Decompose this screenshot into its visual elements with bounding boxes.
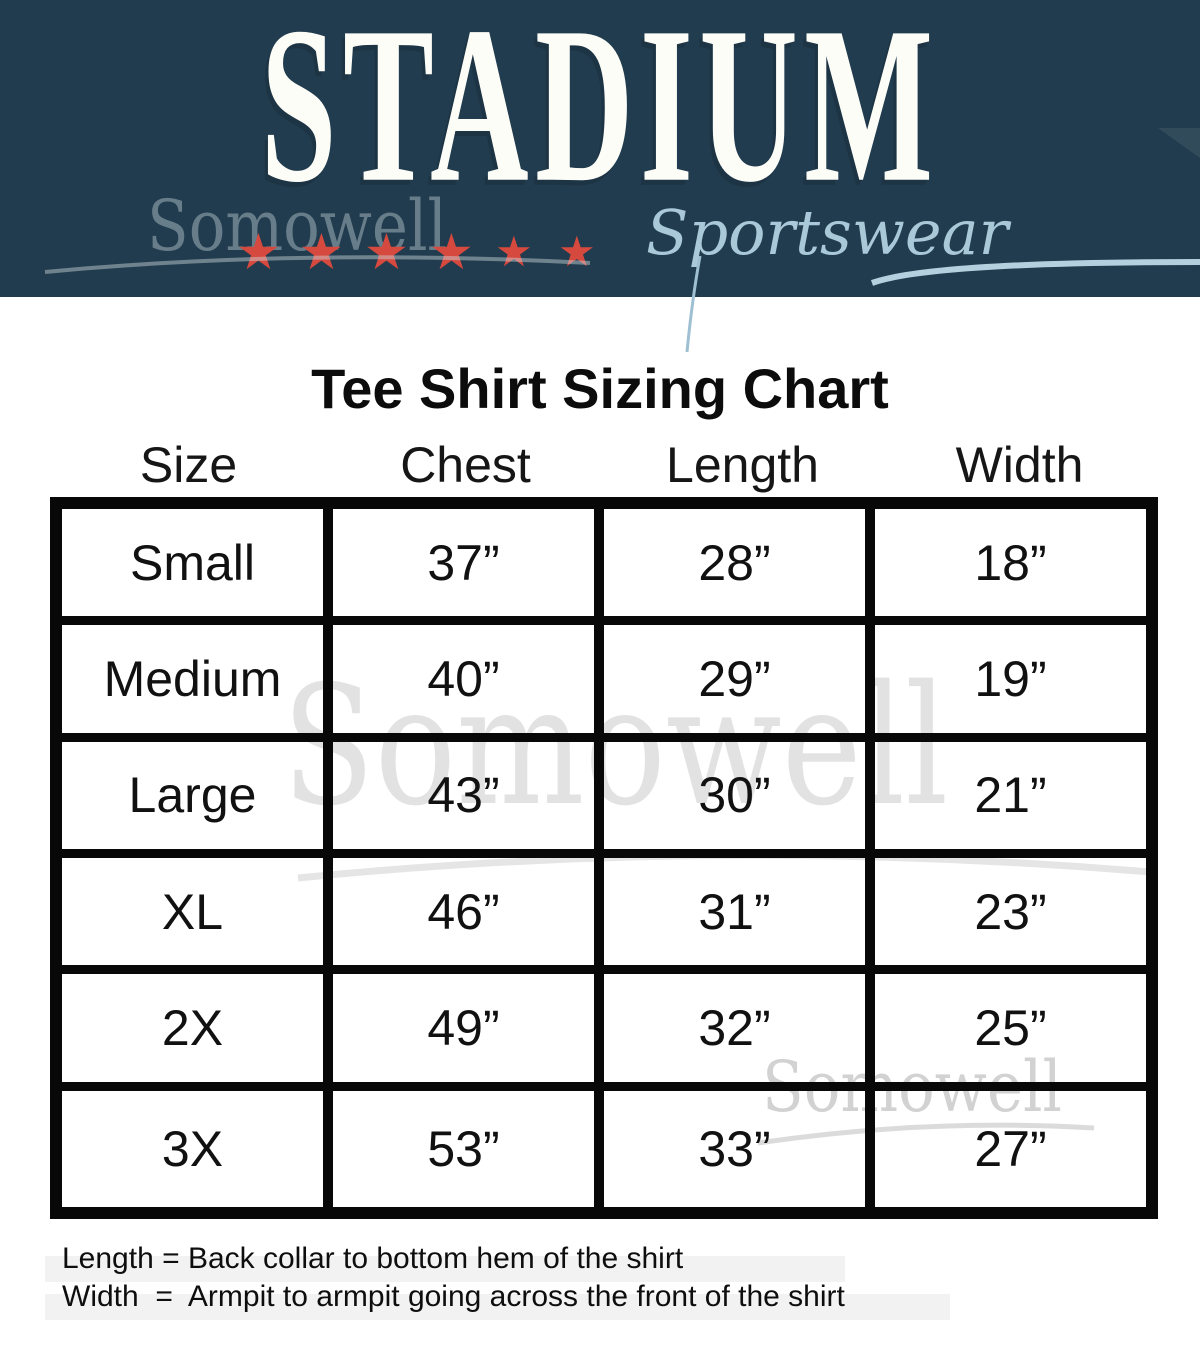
column-header-size: Size	[139, 437, 238, 493]
star-icon: ★	[364, 224, 409, 280]
note-highlight-bar	[45, 1294, 950, 1320]
table-cell-size: 2X	[62, 974, 333, 1091]
table-cell-size: 3X	[62, 1090, 333, 1207]
table-cell-chest: 37”	[333, 509, 604, 626]
brand-subtitle-script: Sportswear	[646, 196, 1009, 269]
table-cell-chest: 53”	[333, 1090, 604, 1207]
star-icon: ★	[236, 224, 281, 280]
table-cell-length: 32”	[604, 974, 875, 1091]
table-cell-length: 31”	[604, 858, 875, 975]
corner-triangle-decoration	[1158, 128, 1200, 158]
table-cell-width: 21”	[875, 742, 1146, 858]
column-headers: Size Chest Length Width	[50, 436, 1158, 494]
brand-header-band: Somowell STADIUM ★ ★ ★ ★ ★ ★ Sportswear	[0, 0, 1200, 297]
table-cell-chest: 43”	[333, 741, 604, 858]
page-title: Tee Shirt Sizing Chart	[311, 357, 889, 420]
table-cell-width: 27”	[974, 1120, 1047, 1177]
note-highlight-bar	[45, 1256, 845, 1282]
star-icon: ★	[558, 228, 596, 275]
star-icon: ★	[429, 224, 474, 280]
size-table: Small 37” 28” 18” Medium 40” 29” 19” Lar…	[50, 497, 1158, 1219]
table-cell-size: Large	[62, 741, 333, 858]
table-watermark-text: Somowell	[282, 650, 949, 842]
table-cell-size: XL	[62, 858, 333, 975]
table-cell-length: 28”	[604, 509, 875, 626]
table-cell-width: 23”	[875, 858, 1146, 975]
table-cell-chest: 49”	[333, 974, 604, 1091]
table-cell-size: Medium	[62, 625, 333, 742]
table-cell-chest: 40”	[333, 625, 604, 742]
column-header-length: Length	[666, 437, 819, 493]
width-definition-note: Width = Armpit to armpit going across th…	[62, 1280, 845, 1313]
table-cell-width: 19”	[875, 625, 1146, 742]
header-watermark-text: Somowell	[147, 185, 447, 267]
table-cell-width: 25”	[875, 974, 1146, 1091]
table-cell-length: 29”	[604, 625, 875, 742]
table-cell-length: 33”	[604, 1090, 875, 1207]
table-cell-chest: 46”	[333, 858, 604, 975]
star-icon: ★	[495, 228, 533, 275]
star-icon: ★	[299, 224, 344, 280]
table-cell-size: Small	[62, 509, 333, 626]
table-cell-length: 30”	[604, 741, 875, 858]
brand-logo: STADIUM	[260, 0, 940, 230]
column-header-chest: Chest	[400, 437, 531, 493]
column-header-width: Width	[955, 437, 1084, 493]
table-cell-width: 18”	[875, 509, 1146, 626]
length-definition-note: Length = Back collar to bottom hem of th…	[62, 1242, 684, 1275]
